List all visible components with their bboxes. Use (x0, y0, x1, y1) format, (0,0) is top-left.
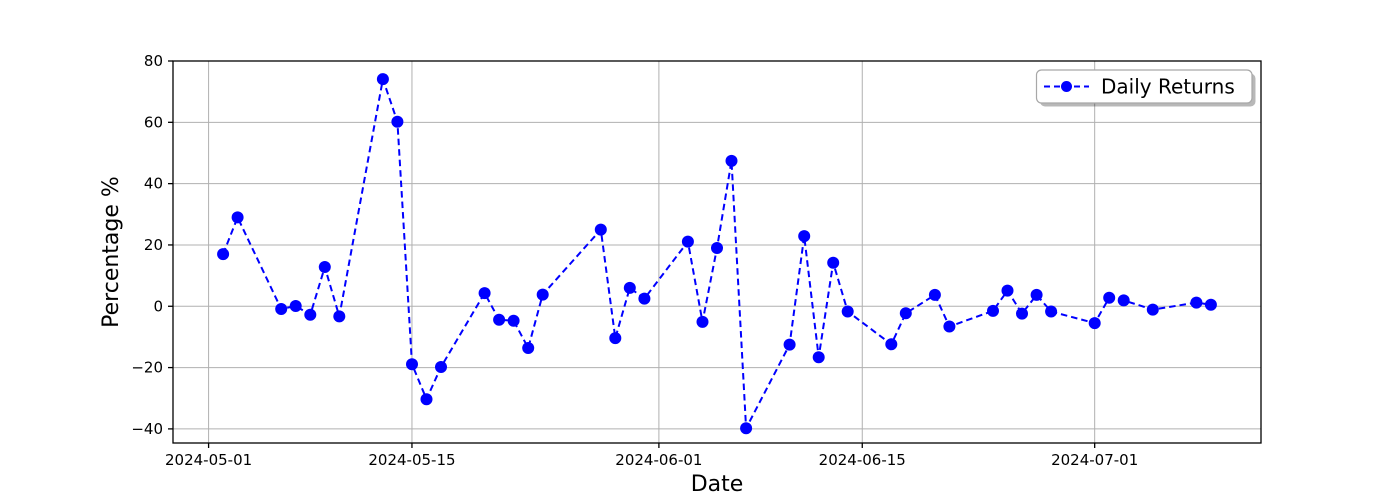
y-tick-label: −20 (131, 359, 163, 377)
data-point (1045, 305, 1058, 318)
x-tick-label: 2024-05-01 (165, 451, 252, 469)
data-point (391, 115, 404, 128)
legend-box (1035, 69, 1253, 104)
data-point (1030, 288, 1043, 301)
data-point (711, 242, 723, 254)
data-point (885, 338, 898, 351)
data-point (594, 223, 607, 236)
data-point (725, 154, 738, 167)
x-axis-label: Date (691, 472, 744, 497)
data-point (609, 332, 622, 345)
data-point (1146, 303, 1159, 316)
data-point (899, 307, 912, 320)
data-point (928, 288, 941, 301)
data-point (493, 313, 506, 326)
data-point (318, 261, 331, 273)
data-point (376, 73, 389, 86)
data-point (1190, 296, 1203, 309)
axes-spines (172, 60, 1262, 444)
data-point (638, 292, 651, 305)
y-tick-label: 20 (144, 236, 163, 254)
y-tick-label: 0 (153, 297, 163, 315)
data-point (1001, 284, 1014, 297)
data-point (478, 287, 491, 300)
grid-lines (173, 60, 1261, 443)
data-point (231, 211, 244, 224)
data-point (943, 320, 956, 333)
data-point (1088, 317, 1101, 330)
data-point (623, 281, 636, 294)
x-tick-label: 2024-06-01 (615, 451, 702, 469)
data-point (333, 310, 346, 323)
data-point (783, 338, 796, 351)
data-point (304, 308, 317, 321)
data-point (275, 303, 288, 315)
data-point (217, 248, 230, 261)
legend-marker-icon (1061, 81, 1072, 92)
tick-labels: 2024-05-01 2024-05-15 2024-06-01 2024-06-15… (131, 52, 1138, 469)
data-point (987, 304, 999, 317)
y-tick-label: −40 (131, 420, 163, 438)
legend: Daily Returns (1035, 69, 1256, 107)
data-point (812, 351, 825, 364)
data-point (681, 235, 694, 248)
data-point (406, 358, 418, 371)
data-point (1103, 291, 1116, 304)
data-point (435, 361, 447, 373)
data-point (798, 230, 811, 243)
data-point (696, 315, 709, 328)
y-tick-label: 60 (144, 113, 163, 131)
data-point (289, 300, 302, 312)
y-axis-label: Percentage % (99, 176, 124, 328)
data-point (827, 256, 840, 269)
y-tick-label: 40 (144, 175, 163, 193)
series-line (222, 75, 1212, 433)
series-daily-returns (217, 73, 1217, 435)
data-point (522, 342, 535, 354)
x-tick-label: 2024-07-01 (1051, 451, 1138, 469)
x-tick-label: 2024-06-15 (819, 451, 906, 469)
data-point (507, 314, 520, 327)
x-tick-label: 2024-05-15 (368, 451, 455, 469)
data-point (841, 305, 854, 318)
data-point (740, 422, 753, 435)
data-point (1016, 307, 1028, 320)
data-point (1117, 294, 1130, 307)
y-tick-label: 80 (144, 52, 163, 70)
tick-marks (168, 60, 1096, 448)
data-point (1204, 298, 1217, 311)
data-point (536, 288, 549, 301)
legend-label: Daily Returns (1101, 75, 1235, 99)
data-point (420, 393, 433, 406)
